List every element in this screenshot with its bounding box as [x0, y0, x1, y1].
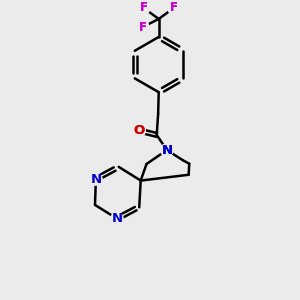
Text: F: F	[170, 2, 178, 14]
Circle shape	[136, 21, 149, 33]
Circle shape	[133, 124, 145, 137]
Text: N: N	[161, 144, 172, 157]
Text: F: F	[139, 21, 147, 34]
Text: O: O	[134, 124, 145, 137]
Text: N: N	[111, 212, 122, 225]
Text: N: N	[161, 144, 172, 157]
Circle shape	[168, 2, 180, 14]
Circle shape	[133, 124, 145, 137]
Circle shape	[90, 173, 102, 185]
Circle shape	[111, 212, 123, 225]
Circle shape	[137, 2, 150, 14]
Circle shape	[161, 144, 173, 156]
Circle shape	[137, 2, 150, 14]
Text: F: F	[140, 2, 148, 14]
Text: N: N	[90, 172, 101, 185]
Text: O: O	[134, 124, 145, 137]
Circle shape	[168, 2, 180, 14]
Circle shape	[136, 21, 149, 33]
Text: F: F	[170, 2, 178, 14]
Text: F: F	[139, 21, 147, 34]
Text: F: F	[140, 2, 148, 14]
Circle shape	[161, 144, 173, 156]
